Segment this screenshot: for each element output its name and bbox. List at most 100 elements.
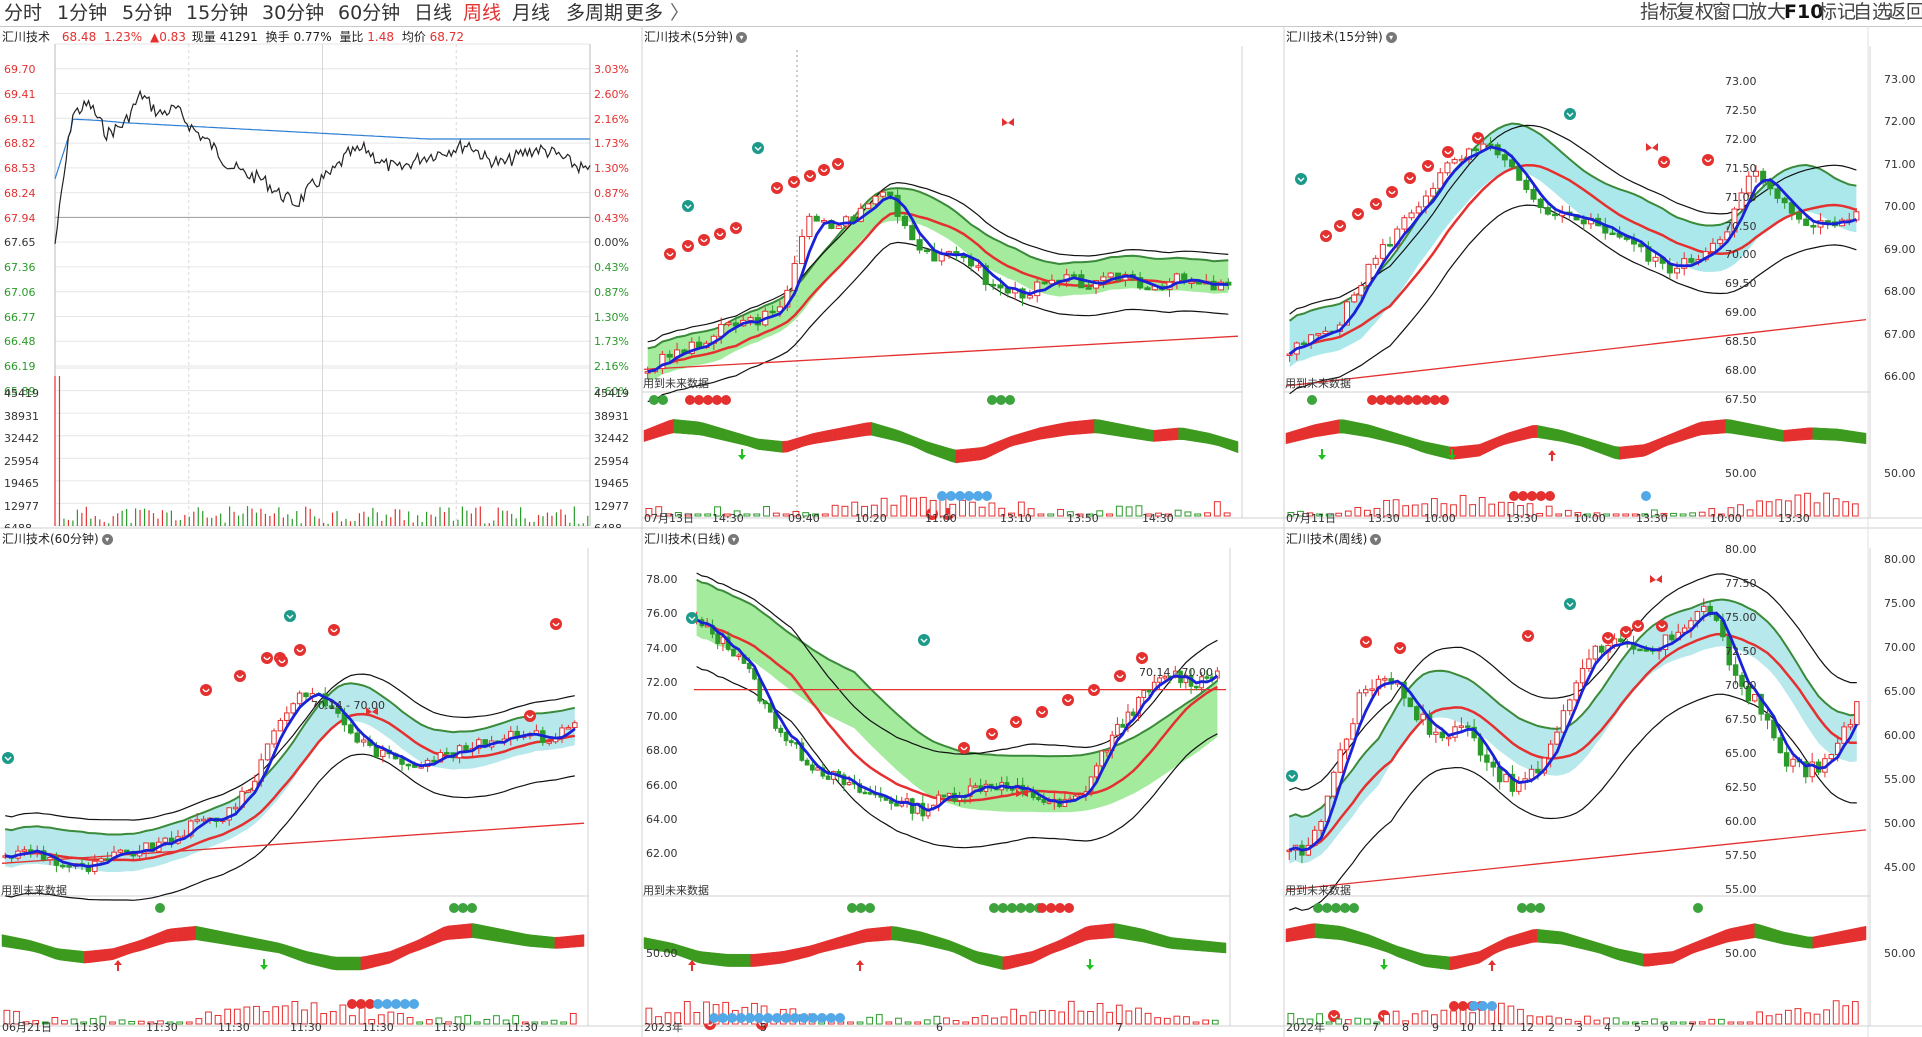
chart-panel-60min[interactable]: 汇川技术(60分钟) ▾ 70.14 - 70.00 用到未来数据 06月21日 1… [0,528,642,1037]
macd-ribbon-segment [963,945,970,960]
volume-axis-label: 32442 [4,432,39,446]
period-tab-intraday[interactable]: 分时 [4,2,43,24]
f10-button[interactable]: F10 [1784,1,1824,23]
macd-ribbon-segment [1672,949,1678,964]
chevron-down-icon[interactable]: ▾ [728,534,740,545]
histogram-bar [895,1017,902,1025]
indicator-button[interactable]: 指标 [1640,1,1679,23]
candle-body [1777,737,1784,754]
macd-ribbon-segment [812,432,818,445]
candle-body [967,785,973,797]
signal-marker-glyph [1704,158,1712,163]
panel-title-60min: 汇川技术(60分钟) ▾ [2,530,113,547]
macd-ribbon-segment [1662,951,1669,965]
macd-ribbon-segment [769,951,776,966]
macd-ribbon-segment [765,952,771,966]
candle-body [1669,634,1675,641]
histogram-bar [1593,512,1601,517]
badge-marker [703,395,713,405]
candle-body [1509,773,1516,792]
candle-body [21,849,28,852]
signal-marker-glyph [1336,224,1344,229]
histogram-bar [733,510,741,517]
signal-marker-glyph [1660,160,1668,165]
candle-body [1745,175,1752,194]
period-tab-weekly[interactable]: 周线 [463,2,502,24]
candle-body [1537,198,1544,209]
zoom-button[interactable]: 放大 [1748,1,1787,23]
histogram-bar [1155,512,1162,517]
period-tab-15min[interactable]: 15分钟 [186,2,249,24]
macd-ribbon-segment [166,928,172,943]
chart-panel-15min[interactable]: 汇川技术(15分钟) ▾ 用到未来数据 73.00 72.50 72.00 71.50 7… [1284,26,1922,528]
period-tab-5min[interactable]: 5分钟 [122,2,173,24]
price-axis-label: 67.94 [4,211,36,225]
macd-ribbon-segment [862,928,868,944]
more-chevron-icon[interactable]: 〉 [670,2,690,24]
histogram-bar [70,1018,78,1025]
signal-marker [1136,652,1148,664]
histogram-bar [1383,1014,1390,1025]
adjust-button[interactable]: 复权 [1676,1,1715,23]
macd-ribbon-segment [1735,926,1741,942]
chart-panel-daily[interactable]: 汇川技术(日线) ▾ 70.14 - 70.00 用到未来数据 78.00 76.0… [642,528,1284,1037]
candle-body [1796,212,1803,220]
histogram-bar [962,1021,970,1025]
macd-ribbon-segment [1295,428,1301,442]
macd-ribbon-segment [1430,442,1437,457]
candle-body [1085,287,1092,290]
price-line [54,89,591,244]
back-button[interactable]: 返回 [1887,1,1922,23]
period-tab-multi[interactable]: 多周期 [566,2,624,24]
mark-button[interactable]: 标记 [1818,1,1857,23]
chevron-down-icon[interactable]: ▾ [736,32,747,43]
macd-ribbon-segment [438,926,444,943]
chevron-down-icon[interactable]: ▾ [101,534,113,545]
histogram-bar [109,1021,116,1025]
macd-ribbon-segment [1000,438,1006,452]
histogram-bar [703,1001,710,1025]
x-axis-label: 6 [936,1021,943,1034]
histogram-bar [856,1021,864,1025]
histogram-bar [1204,512,1211,517]
badge-marker [1535,903,1545,913]
candle-body [60,864,66,868]
macd-ribbon-segment [1682,945,1688,959]
macd-ribbon-segment [152,933,158,948]
chevron-down-icon[interactable]: ▾ [1370,534,1382,545]
chart-panel-weekly[interactable]: 汇川技术(周线) ▾ 用到未来数据 80.00 77.50 75.00 72.50 70.… [1284,528,1922,1037]
candle-body [1662,634,1669,651]
chevron-down-icon[interactable]: ▾ [1385,32,1397,43]
histogram-bar [952,1019,960,1025]
macd-ribbon-segment [1232,439,1239,454]
macd-ribbon-segment [727,429,734,443]
histogram-bar [1555,513,1563,517]
period-tab-1min[interactable]: 1分钟 [57,2,108,24]
badge-marker [856,903,866,913]
badge-marker [1349,903,1359,913]
period-tab-more[interactable]: 更多 [625,2,664,24]
histogram-bar [1698,1021,1706,1025]
macd-ribbon-segment [1026,951,1033,965]
macd-ribbon-segment [688,420,694,435]
period-tab-30min[interactable]: 30分钟 [262,2,325,24]
macd-ribbon-segment [1715,419,1722,435]
signal-marker [1334,220,1346,232]
macd-ribbon-segment [1783,429,1789,442]
window-button[interactable]: 窗口 [1712,1,1751,23]
watchlist-button[interactable]: 自选 [1853,1,1892,23]
period-tab-daily[interactable]: 日线 [414,2,453,24]
candle-body [1379,243,1386,259]
intraday-panel[interactable]: 汇川技术 68.48 1.23% ▲0.83 现量 41291 换手 0.77%… [0,26,642,528]
candle-body [862,791,868,795]
macd-ribbon-segment [278,942,284,955]
signal-marker-glyph [684,244,692,249]
period-tab-monthly[interactable]: 月线 [512,2,551,24]
period-tab-60min[interactable]: 60分钟 [338,2,401,24]
macd-ribbon-segment [578,934,585,948]
chart-panel-5min[interactable]: 汇川技术(5分钟) ▾ 用到未来数据 07月13日 14:30 09:40 10:20 1… [642,26,1284,528]
macd-ribbon-segment [520,932,527,947]
macd-ribbon-segment [779,950,785,964]
x-axis-label: 13:30 [1368,512,1400,525]
histogram-bar [1746,1021,1754,1025]
